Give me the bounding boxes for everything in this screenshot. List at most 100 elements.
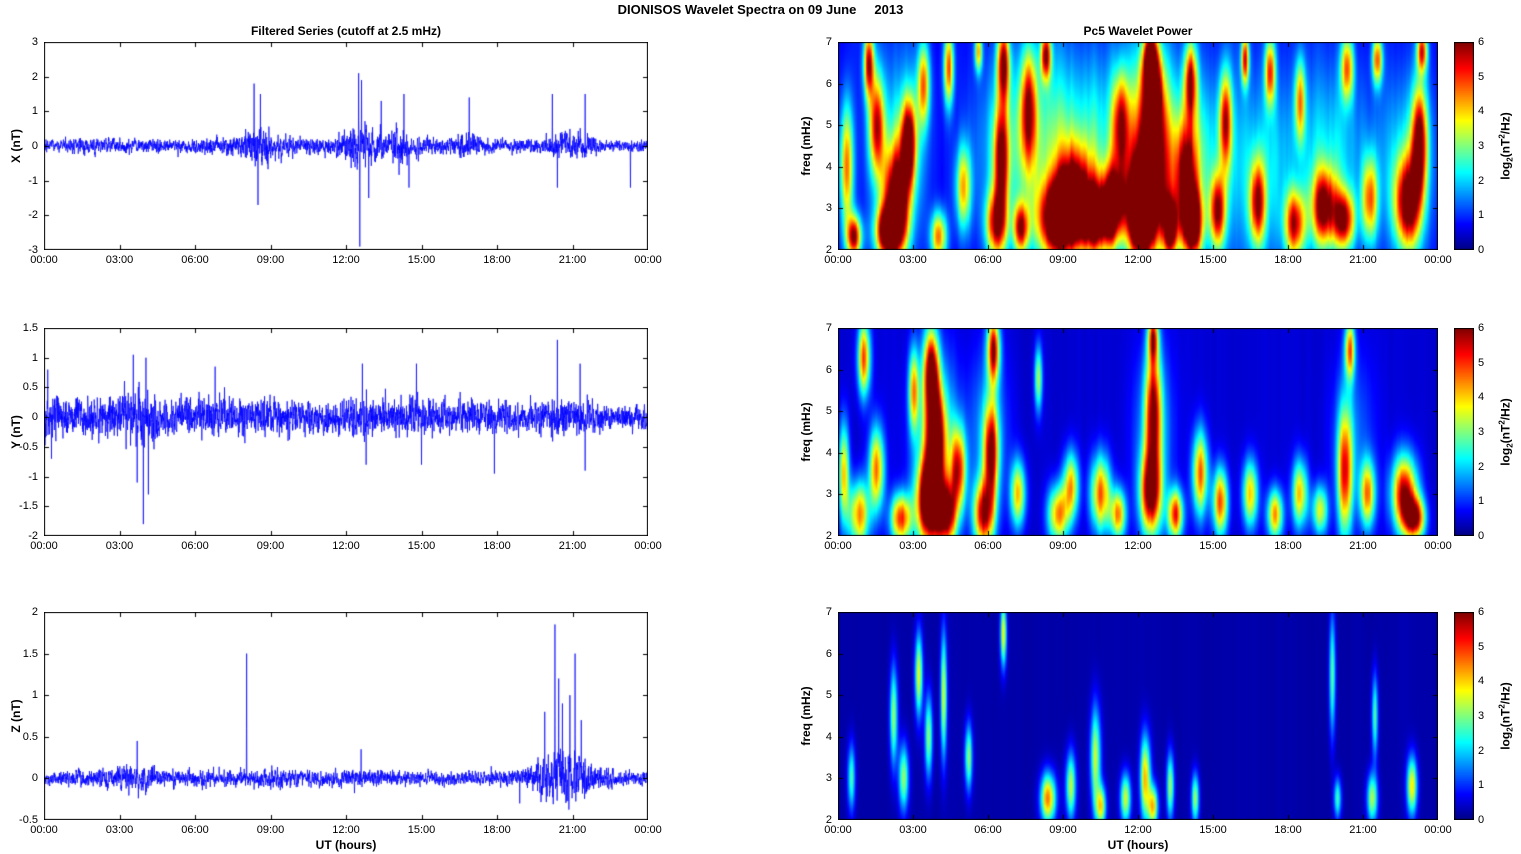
x-tick-label: 03:00 (105, 254, 134, 266)
z-timeseries-plot (44, 612, 648, 820)
x-tick-label: 15:00 (407, 254, 436, 266)
y-tick-label: -1 (28, 174, 38, 187)
colorbar-tick-label: 0 (1478, 530, 1485, 542)
x-tick-label: 00:00 (30, 254, 58, 266)
x-wavelet-plot (838, 42, 1438, 250)
x-tick-label: 18:00 (1274, 540, 1302, 552)
colorbar-label-text: log (1498, 731, 1513, 750)
y-tick-label: 3 (31, 36, 38, 48)
colorbar-tick-label: 2 (1478, 460, 1485, 473)
y-tick-label: 6 (825, 77, 832, 90)
y-tick-label: 7 (825, 606, 832, 618)
x-tick-label: 00:00 (30, 540, 58, 552)
y-timeseries-plot (44, 328, 648, 536)
colorbar-tick-label: 4 (1478, 675, 1485, 688)
x-tick-label: 21:00 (1349, 540, 1377, 552)
z-wavelet-panel: 00:00 03:00 06:00 09:00 12:00 15:00 18:00 21:00… (824, 606, 1452, 836)
x-tick-label: 00:00 (824, 824, 852, 836)
y-tick-label: 1.5 (22, 647, 38, 660)
x-tick-label: 15:00 (1199, 824, 1227, 836)
x-wavelet-panel: 00:00 03:00 06:00 09:00 12:00 15:00 18:00 21:00… (824, 36, 1452, 266)
y-tick-label: -2 (28, 209, 38, 222)
colorbar-label-text: log (1498, 447, 1513, 466)
y-tick-label: 1.5 (22, 322, 38, 334)
x-tick-label: 18:00 (1274, 254, 1302, 266)
y-tick-label: 1 (31, 689, 38, 702)
x-tick-label: 03:00 (899, 254, 927, 266)
y-tick-label: -1 (28, 470, 38, 483)
x-tick-label: 00:00 (30, 824, 58, 836)
colorbar-row2: 0 1 2 3 4 5 6 (1454, 322, 1484, 542)
y-tick-label: 2 (31, 606, 38, 618)
x-tick-label: 12:00 (1124, 540, 1152, 552)
x-tick-label: 00:00 (634, 824, 662, 836)
colorbar-tick-label: 1 (1478, 209, 1485, 222)
freq-ylabel-row2: freq (mHz) (799, 402, 813, 462)
z-timeseries-panel: 00:00 03:00 06:00 09:00 12:00 15:00 18:00 21:00… (19, 606, 662, 836)
y-tick-label: 0 (31, 140, 38, 152)
colorbar-gradient (1454, 42, 1474, 250)
y-tick-label: -3 (28, 244, 38, 256)
z-series-ylabel: Z (nT) (9, 699, 23, 733)
y-tick-label: -1.5 (19, 500, 38, 513)
colorbar-tick-label: 2 (1478, 744, 1485, 757)
z-wavelet-plot (838, 612, 1438, 820)
colorbar-tick-label: 3 (1478, 140, 1485, 152)
x-tick-label: 12:00 (332, 254, 360, 266)
freq-ylabel-row3: freq (mHz) (799, 686, 813, 746)
y-tick-label: 4 (825, 730, 832, 743)
y-tick-label: 2 (825, 244, 832, 256)
x-tick-label: 18:00 (483, 540, 511, 552)
y-tick-label: -0.5 (19, 440, 38, 453)
colorbar-tick-label: 3 (1478, 426, 1485, 438)
x-tick-label: 03:00 (105, 824, 134, 836)
colorbar-tick-label: 4 (1478, 391, 1485, 404)
x-tick-label: 15:00 (1199, 254, 1227, 266)
y-tick-label: 5 (825, 689, 832, 702)
y-tick-label: 3 (825, 202, 832, 215)
colorbar-gradient (1454, 612, 1474, 820)
x-tick-label: 09:00 (1049, 824, 1077, 836)
y-tick-label: 0 (31, 411, 38, 424)
x-tick-label: 15:00 (1199, 540, 1227, 552)
colorbar-label-row2: log2(nT2/Hz) (1497, 398, 1515, 466)
x-timeseries-panel: 00:00 03:00 06:00 09:00 12:00 15:00 18:00 21:00… (28, 36, 662, 266)
y-tick-label: -0.5 (19, 814, 38, 826)
x-tick-label: 12:00 (332, 540, 360, 552)
x-tick-label: 12:00 (1124, 824, 1152, 836)
y-tick-label: 1 (31, 351, 38, 364)
x-tick-label: 09:00 (1049, 254, 1077, 266)
x-tick-label: 12:00 (1124, 254, 1152, 266)
ut-hours-label-left: UT (hours) (315, 838, 377, 852)
y-tick-label: 0 (31, 772, 38, 785)
colorbar-label-row3: log2(nT2/Hz) (1497, 682, 1515, 750)
colorbar-tick-label: 4 (1478, 105, 1485, 118)
y-wavelet-panel: 00:00 03:00 06:00 09:00 12:00 15:00 18:00 21:00… (824, 322, 1452, 552)
x-tick-label: 00:00 (1424, 254, 1452, 266)
colorbar-tick-label: 0 (1478, 244, 1485, 256)
colorbar-tick-label: 3 (1478, 710, 1485, 722)
colorbar-tick-label: 5 (1478, 640, 1485, 653)
y-tick-label: 4 (825, 446, 832, 459)
colorbar-label-row1: log2(nT2/Hz) (1497, 112, 1515, 180)
x-tick-label: 15:00 (407, 824, 436, 836)
colorbar-tick-label: 1 (1478, 779, 1485, 792)
x-timeseries-plot (44, 42, 648, 250)
colorbar-tick-label: 0 (1478, 814, 1485, 826)
colorbar-gradient (1454, 328, 1474, 536)
y-tick-label: 2 (825, 814, 832, 826)
x-tick-label: 09:00 (256, 540, 285, 552)
x-tick-label: 06:00 (974, 824, 1002, 836)
x-tick-label: 06:00 (974, 540, 1002, 552)
x-tick-label: 09:00 (1049, 540, 1077, 552)
x-tick-label: 00:00 (634, 254, 662, 266)
freq-ylabel-row1: freq (mHz) (799, 116, 813, 176)
x-tick-label: 12:00 (332, 824, 360, 836)
right-column-title: Pc5 Wavelet Power (1083, 24, 1193, 38)
y-tick-label: 3 (825, 772, 832, 785)
y-tick-label: 7 (825, 36, 832, 48)
colorbar-tick-label: 1 (1478, 495, 1485, 508)
x-tick-label: 15:00 (407, 540, 436, 552)
x-tick-label: 06:00 (181, 540, 209, 552)
x-tick-label: 00:00 (1424, 540, 1452, 552)
